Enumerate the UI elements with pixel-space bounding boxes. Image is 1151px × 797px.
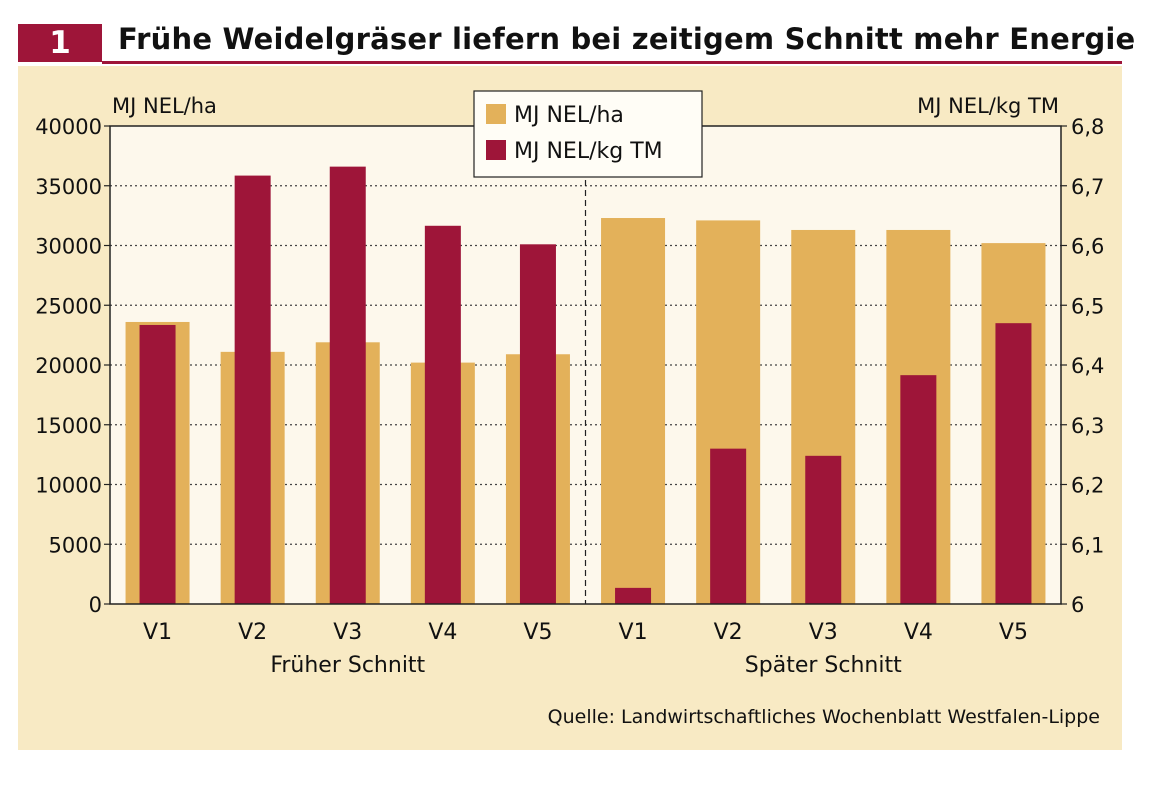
bar-mj-nel-kg-tm — [519, 244, 556, 604]
x-category-label: V2 — [714, 620, 743, 645]
y-right-tick-label: 6 — [1071, 593, 1084, 617]
y-right-axis-title: MJ NEL/kg TM — [917, 94, 1059, 118]
title-underline — [102, 61, 1122, 64]
y-left-tick-label: 40000 — [35, 115, 102, 139]
legend-label: MJ NEL/ha — [514, 103, 624, 128]
y-right-tick-label: 6,3 — [1071, 414, 1104, 438]
legend-label: MJ NEL/kg TM — [514, 139, 663, 164]
bar-mj-nel-ha — [601, 218, 666, 604]
legend-swatch — [486, 140, 506, 160]
y-left-tick-label: 0 — [89, 593, 102, 617]
y-right-tick-label: 6,2 — [1071, 474, 1104, 498]
chart-svg: MJ NEL/ha MJ NEL/kg TM 0 5000 10000 15000 200… — [35, 90, 1104, 728]
y-left-tick-label: 15000 — [35, 414, 102, 438]
bar-mj-nel-kg-tm — [139, 324, 176, 604]
y-right-tick-label: 6,6 — [1071, 235, 1104, 259]
bar-mj-nel-kg-tm — [900, 375, 937, 604]
x-category-label: V1 — [143, 620, 172, 645]
y-right-tick-label: 6,8 — [1071, 115, 1104, 139]
x-category-label: V4 — [904, 620, 933, 645]
legend-swatch — [486, 104, 506, 124]
chart-header: 1 Frühe Weidelgräser liefern bei zeitige… — [18, 22, 1135, 64]
x-category-label: V5 — [999, 620, 1028, 645]
y-left-tick-label: 25000 — [35, 294, 102, 318]
legend-box — [473, 90, 703, 178]
bar-mj-nel-kg-tm — [424, 225, 461, 604]
y-left-tick-label: 35000 — [35, 175, 102, 199]
bar-mj-nel-kg-tm — [995, 323, 1032, 604]
chart-panel: MJ NEL/ha MJ NEL/kg TM 0 5000 10000 15000 200… — [18, 66, 1122, 750]
y-right-tick-label: 6,4 — [1071, 354, 1104, 378]
bar-mj-nel-kg-tm — [615, 587, 652, 604]
y-left-tick-label: 30000 — [35, 235, 102, 259]
chart-title: Frühe Weidelgräser liefern bei zeitigem … — [118, 22, 1136, 56]
y-left-tick-label: 10000 — [35, 474, 102, 498]
bar-mj-nel-kg-tm — [805, 455, 842, 604]
bar-mj-nel-kg-tm — [710, 448, 747, 604]
source-note: Quelle: Landwirtschaftliches Wochenblatt… — [548, 706, 1100, 728]
y-right-tick-label: 6,1 — [1071, 533, 1104, 557]
x-group-label: Später Schnitt — [745, 653, 902, 678]
bar-mj-nel-kg-tm — [234, 175, 271, 604]
x-category-label: V4 — [428, 620, 457, 645]
bar-mj-nel-kg-tm — [329, 166, 366, 604]
x-category-label: V5 — [523, 620, 552, 645]
figure-number-badge: 1 — [18, 24, 102, 62]
x-category-label: V2 — [238, 620, 267, 645]
x-category-label: V3 — [809, 620, 838, 645]
y-left-axis-title: MJ NEL/ha — [112, 94, 217, 118]
y-right-tick-label: 6,5 — [1071, 294, 1104, 318]
y-right-tick-label: 6,7 — [1071, 175, 1104, 199]
x-category-label: V3 — [333, 620, 362, 645]
x-group-label: Früher Schnitt — [270, 653, 425, 678]
x-category-label: V1 — [619, 620, 648, 645]
y-left-tick-label: 20000 — [35, 354, 102, 378]
y-left-tick-label: 5000 — [49, 533, 102, 557]
